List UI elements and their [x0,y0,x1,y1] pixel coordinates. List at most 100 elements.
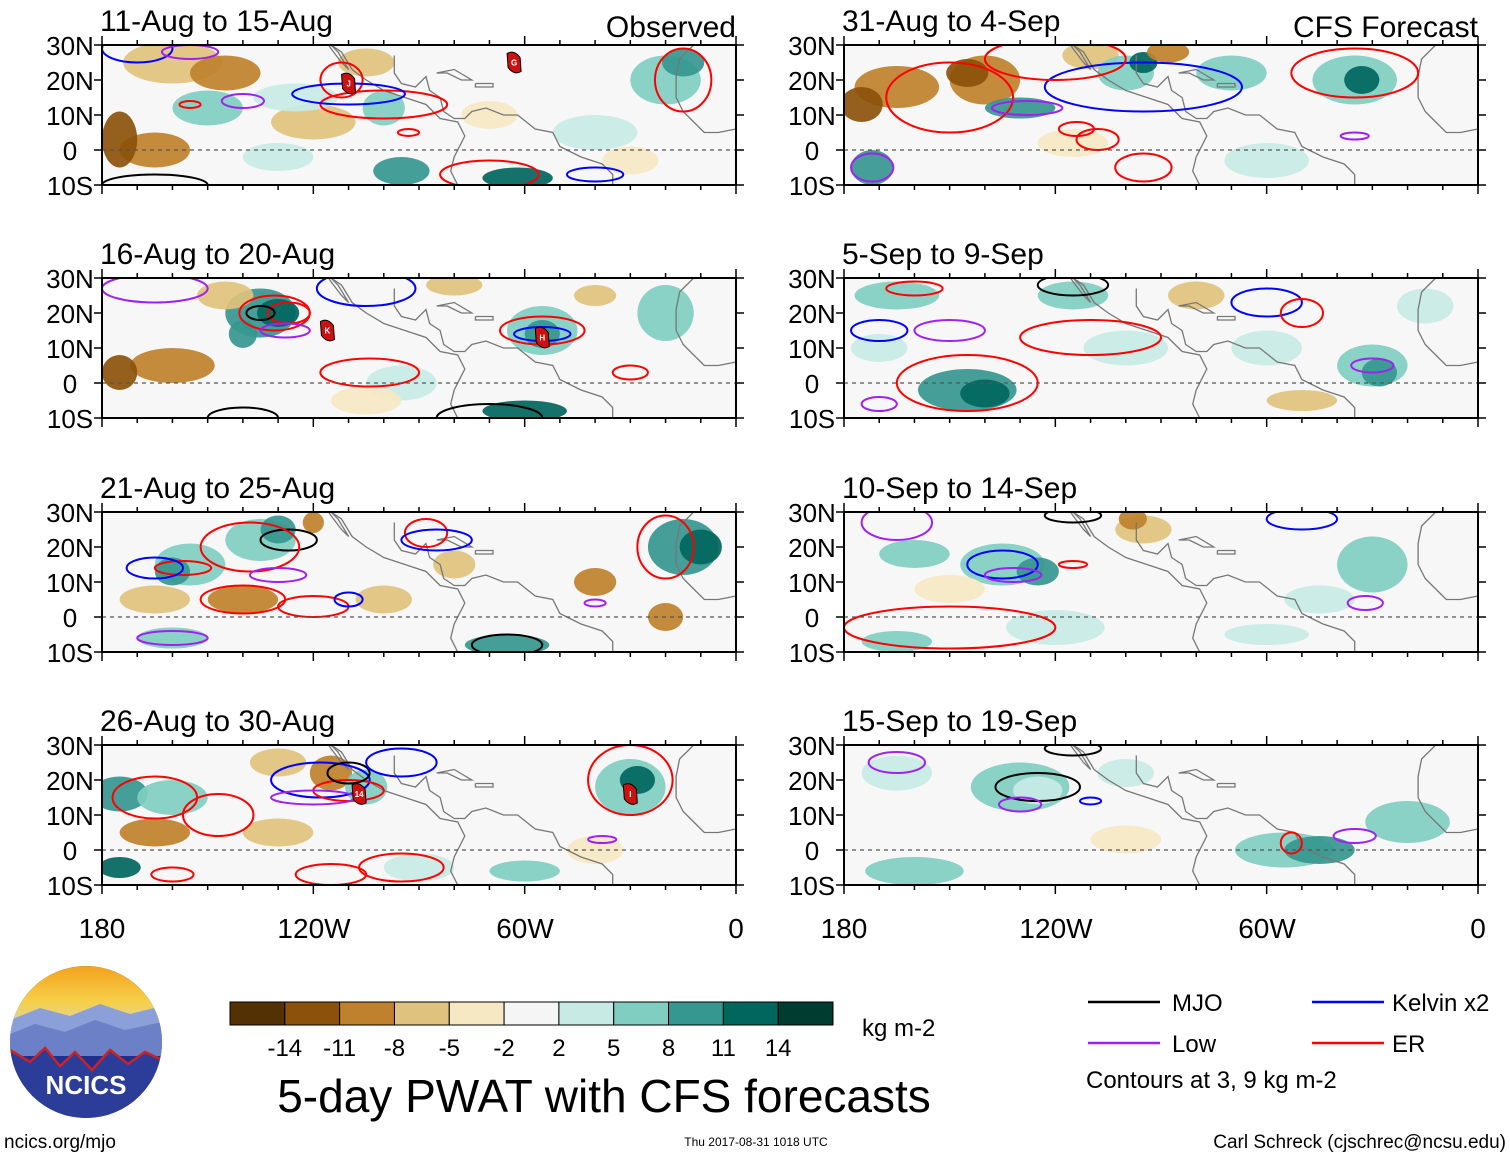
footer-timestamp: Thu 2017-08-31 1018 UTC [684,1135,828,1149]
wave-contour [611,364,649,381]
pwat-field [844,745,1478,885]
coastline [1417,745,1478,834]
pwat-anomaly-blob [197,281,254,310]
storm-label: K [325,327,331,336]
wave-contour [1075,128,1120,151]
hurricane-icon [341,72,357,95]
wave-contour [220,93,266,109]
coastline [1178,68,1217,81]
pwat-anomaly-blob [1146,45,1190,63]
pwat-anomaly-blob [119,585,191,614]
coastline [1216,315,1236,321]
forecast-label: CFS Forecast [1293,11,1479,44]
coastline [1216,782,1236,788]
pwat-anomaly-blob [355,585,412,614]
colorbar-swatch [339,1001,395,1026]
wave-contour [259,528,318,552]
pwat-anomaly-blob [662,48,705,77]
coastline [393,55,614,185]
pwat-field [102,45,736,185]
pwat-anomaly-blob [573,285,617,306]
wave-contour [983,567,1043,583]
lat-label: 30N [46,264,94,294]
lat-label: 10N [788,568,836,598]
hurricane-marker: J [341,72,357,95]
coastline [474,315,494,321]
panel-title: 31-Aug to 4-Sep [842,5,1060,38]
lat-label: 0 [805,369,819,399]
pwat-anomaly-blob [426,278,483,296]
hurricane-marker: K [319,319,335,342]
wave-contour [470,633,544,652]
wave-contour [850,152,895,183]
pwat-anomaly-blob [679,529,722,565]
pwat-anomaly-blob [102,857,141,878]
wave-contour [983,45,1127,81]
coastline [844,45,1208,185]
pwat-anomaly-blob [602,146,659,175]
wave-contour [136,630,209,646]
coastline [1135,522,1356,652]
pwat-anomaly-blob [1266,390,1338,411]
pwat-anomaly-blob [119,818,191,847]
panel-title: 21-Aug to 25-Aug [100,472,335,505]
lat-label: 20N [788,66,836,96]
panel-title: 16-Aug to 20-Aug [100,238,335,271]
wave-contour [1230,287,1303,318]
lat-label: 20N [788,533,836,563]
wave-contour [150,866,195,883]
wave-contour [1043,512,1103,524]
storm-label: 14 [355,790,364,799]
colorbar-tick-label: -8 [384,1035,405,1062]
pwat-anomaly-blob [249,748,307,777]
coastline [474,782,494,788]
colorbar: -14 -11 -8 -5 -2 2 5 8 11 14 [229,1001,834,1062]
hurricane-marker: G [506,51,522,74]
coastline [102,45,466,185]
lat-label: 0 [63,369,77,399]
pwat-anomaly-blob [854,281,940,310]
wave-contour [182,793,255,837]
wave-contour [885,61,1015,134]
wave-contour [913,319,986,342]
lat-label: 0 [805,603,819,633]
pwat-anomaly-blob [464,634,550,652]
wave-contour [844,605,1057,650]
wave-contour [1057,121,1096,137]
wave-contour [1043,61,1244,113]
coastline [1069,278,1092,303]
wave-contour [294,863,368,885]
pwat-anomaly-blob [851,334,908,362]
colorbar-swatch [722,1001,779,1026]
colorbar-swatch [613,1001,670,1026]
wave-contour [315,278,417,307]
map-panel: 30N 20N 10N 0 10S 21-Aug to 25-Aug [46,472,744,668]
coastline [393,755,614,885]
wave-contour [365,747,438,778]
colorbar-tick-label: -5 [439,1035,460,1062]
pwat-anomaly-blob [1083,330,1169,366]
map-panel: 30N 20N 10N 0 10S 10-Sep to 14-Sep [788,472,1486,668]
colorbar-tick-label: -2 [493,1035,514,1062]
wave-contour [990,100,1064,116]
wave-contour [326,761,371,785]
wave-contour [1290,47,1420,99]
lat-label: 20N [46,533,94,563]
footer-credit: Carl Schreck (cjschrec@ncsu.edu) [1213,1132,1506,1153]
pwat-anomaly-blob [119,132,191,168]
lon-label-120w-left: 120W [277,913,351,944]
pwat-anomaly-blob [960,379,1010,408]
storm-label: H [539,334,545,343]
pwat-anomaly-blob [190,55,261,91]
storm-label: I [629,790,631,799]
pwat-anomaly-blob [1231,330,1302,366]
wave-contour [102,278,209,304]
pwat-anomaly-blob [242,818,314,847]
coastline [474,82,494,88]
hurricane-icon [506,51,522,74]
hurricane-icon [319,319,335,342]
pwat-anomaly-blob [637,285,694,341]
coastline [1178,535,1217,548]
